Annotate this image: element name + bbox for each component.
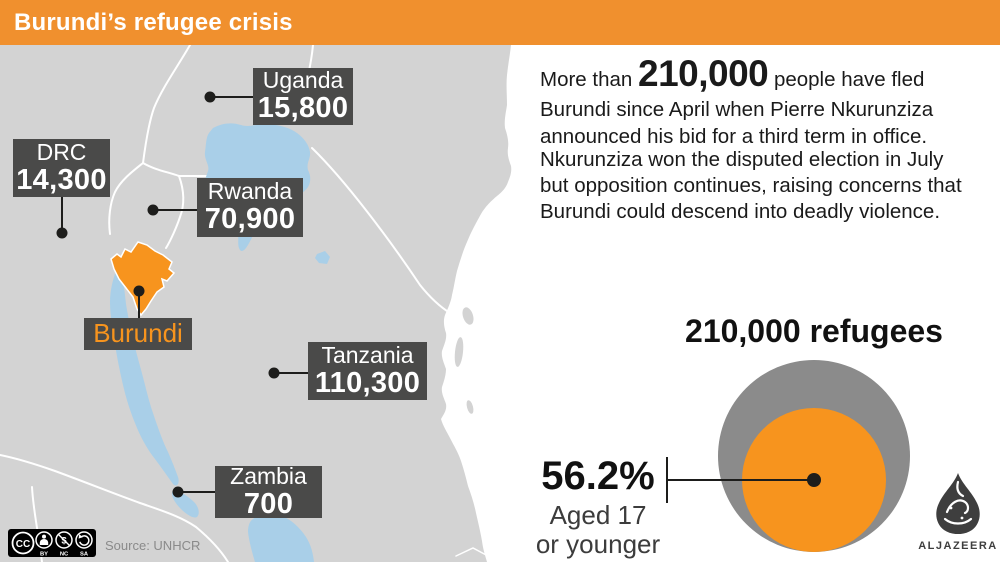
nc-label: NC (60, 551, 69, 557)
source-label: Source: UNHCR (105, 538, 201, 553)
map-label-tanzania: Tanzania 110,300 (308, 342, 427, 400)
map-label-zambia: Zambia 700 (215, 462, 322, 520)
chart-callout-line (668, 479, 814, 481)
sa-label: SA (80, 551, 89, 557)
indian-ocean (441, 45, 530, 562)
refugee-count: 700 (243, 487, 294, 520)
sa-arrow-icon (75, 531, 93, 549)
aljazeera-logo: ALJAZEERA (910, 472, 1000, 552)
map-label-drc: DRC 14,300 (13, 139, 110, 197)
p1-prefix: More than (540, 68, 638, 91)
p1-suffix: people have fled Burundi since April whe… (540, 68, 934, 148)
cc-text: CC (16, 539, 30, 550)
map-label-burundi: Burundi (84, 318, 192, 350)
map-label-uganda: Uganda 15,800 (253, 68, 353, 125)
country-name: Zambia (230, 462, 307, 489)
refugee-count: 110,300 (314, 366, 421, 399)
refugee-count: 70,900 (204, 203, 296, 236)
small-lake (315, 251, 330, 264)
chart-callout-dot (807, 473, 821, 487)
country-name: Burundi (93, 318, 183, 349)
percentage-note: Aged 17 or younger (535, 500, 661, 560)
country-name: Rwanda (207, 178, 293, 205)
story-paragraph-1: More than 210,000 people have fled Burun… (540, 50, 1000, 150)
story-paragraph-2: Nkurunziza won the disputed election in … (540, 148, 962, 224)
chart-callout-tick (666, 457, 668, 503)
aljazeera-wordmark: ALJAZEERA (918, 540, 998, 552)
lake-malawi (248, 513, 314, 562)
map-callout-dots (56, 91, 280, 498)
refugee-count: 14,300 (16, 163, 107, 196)
percentage-block: 56.2% Aged 17 or younger (518, 456, 678, 559)
page-title: Burundi’s refugee crisis (14, 8, 293, 36)
p1-big-number: 210,000 (638, 53, 769, 94)
island (462, 307, 474, 325)
island (466, 400, 474, 414)
aljazeera-drop-icon (936, 473, 980, 535)
cc-license-icon: CC $ BY NC SA (8, 529, 96, 557)
refugee-count: 15,800 (257, 92, 349, 125)
island (454, 337, 464, 367)
map-label-rwanda: Rwanda 70,900 (197, 178, 303, 237)
by-person-icon (35, 531, 53, 549)
country-name: DRC (36, 138, 87, 165)
cc-license-badge: CC $ BY NC SA (8, 529, 96, 562)
chart-title: 210,000 refugees (685, 313, 943, 349)
header-bar: Burundi’s refugee crisis (0, 0, 1000, 45)
country-name: Tanzania (321, 341, 414, 368)
nc-dollar-icon (55, 531, 73, 549)
by-label: BY (40, 551, 48, 557)
percentage-value: 56.2% (541, 454, 655, 498)
country-name: Uganda (262, 67, 344, 94)
burundi-shape (110, 241, 176, 317)
